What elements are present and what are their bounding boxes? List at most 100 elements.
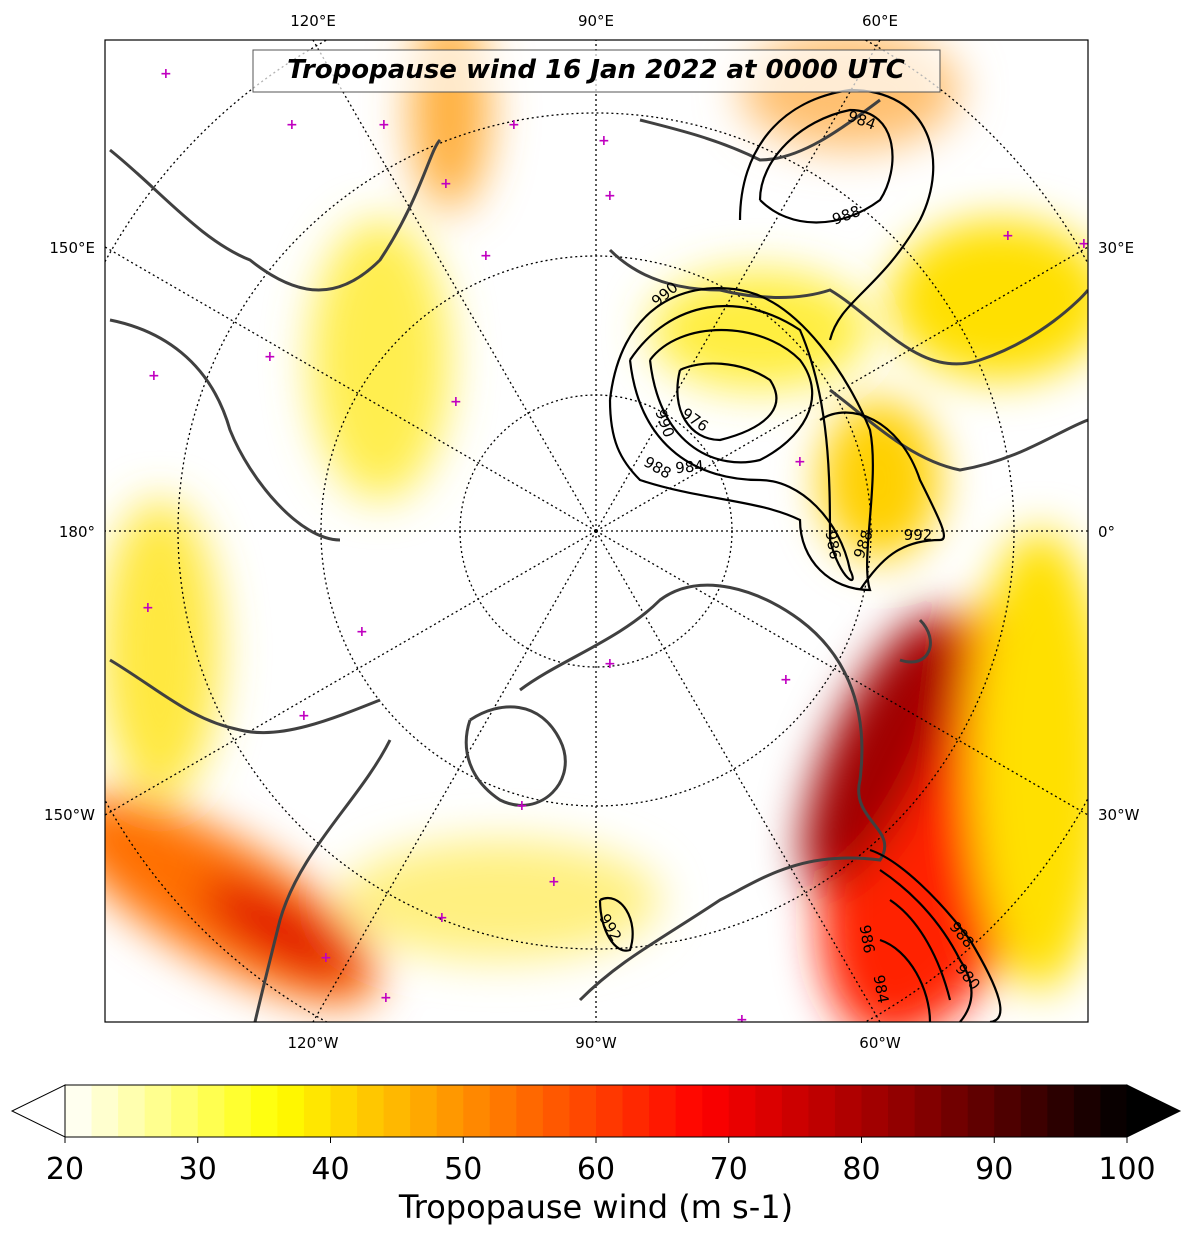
colorbar-tick-label: 20	[46, 1152, 84, 1187]
svg-text:+: +	[320, 950, 332, 966]
map: ++ + ++ +++ ++ +++++ +++++ +++++ 984 988 99…	[105, 40, 1090, 1028]
colorbar-segment	[702, 1085, 730, 1137]
lon-label: 0°	[1098, 523, 1115, 541]
lon-label: 90°W	[575, 1034, 617, 1052]
colorbar-segment	[91, 1085, 119, 1137]
colorbar-segment	[277, 1085, 305, 1137]
colorbar-segment	[489, 1085, 517, 1137]
contour-label: 986	[822, 529, 845, 560]
svg-text:+: +	[598, 133, 610, 149]
lon-label: 30°E	[1098, 239, 1134, 257]
svg-text:+: +	[380, 990, 392, 1006]
svg-text:+: +	[286, 117, 298, 133]
lon-label: 150°W	[44, 806, 95, 824]
svg-text:+: +	[356, 624, 368, 640]
colorbar-segment	[357, 1085, 385, 1137]
colorbar-tick-label: 50	[444, 1152, 482, 1187]
svg-text:+: +	[450, 394, 462, 410]
svg-text:+: +	[148, 368, 160, 384]
contour-label: 984	[675, 457, 705, 477]
colorbar-tick-label: 40	[311, 1152, 349, 1187]
colorbar-tick-label: 100	[1098, 1152, 1155, 1187]
colorbar-segment	[808, 1085, 836, 1137]
svg-text:+: +	[780, 672, 792, 688]
lon-label: 180°	[59, 523, 95, 541]
svg-text:+: +	[440, 176, 452, 192]
svg-text:+: +	[298, 708, 310, 724]
contour-label: 986	[856, 923, 879, 954]
colorbar-extend-min	[10, 1084, 66, 1138]
lon-label: 120°W	[288, 1034, 339, 1052]
colorbar-segment	[888, 1085, 916, 1137]
lon-label: 150°E	[49, 239, 95, 257]
colorbar-segment	[1073, 1085, 1102, 1137]
colorbar-segment	[622, 1085, 650, 1137]
lon-label: 90°E	[578, 12, 614, 30]
colorbar-extend-max	[1126, 1084, 1182, 1138]
colorbar-segment	[171, 1085, 199, 1137]
colorbar-segment	[569, 1085, 597, 1137]
colorbar-segment	[967, 1085, 995, 1137]
colorbar-segment	[250, 1085, 278, 1137]
colorbar-segment	[675, 1085, 703, 1137]
pressure-contours	[598, 88, 1002, 1022]
svg-text:+: +	[604, 656, 616, 672]
lon-label: 30°W	[1098, 806, 1140, 824]
colorbar-segment	[410, 1085, 438, 1137]
svg-text:+: +	[736, 1012, 748, 1028]
colorbar-segment	[994, 1085, 1022, 1137]
coastlines	[109, 98, 1088, 1022]
colorbar-tick-label: 70	[710, 1152, 748, 1187]
colorbar-segment	[118, 1085, 146, 1137]
svg-text:+: +	[1002, 228, 1014, 244]
colorbar-segment	[914, 1085, 942, 1137]
colorbar-segment	[463, 1085, 491, 1137]
svg-text:+: +	[508, 117, 520, 133]
colorbar: 20 30 40 50 60 70 80 90 100	[10, 1084, 1182, 1187]
colorbar-segment	[330, 1085, 358, 1137]
colorbar-segment	[728, 1085, 756, 1137]
colorbar-segment	[383, 1085, 411, 1137]
colorbar-tick-label: 60	[577, 1152, 615, 1187]
colorbar-label: Tropopause wind (m s-1)	[398, 1188, 793, 1226]
colorbar-segment	[224, 1085, 252, 1137]
colorbar-segment	[144, 1085, 172, 1137]
graticule	[105, 40, 1088, 1022]
svg-text:+: +	[548, 874, 560, 890]
colorbar-segment	[516, 1085, 544, 1137]
colorbar-segment	[542, 1085, 571, 1137]
svg-text:+: +	[516, 798, 528, 814]
svg-text:+: +	[142, 600, 154, 616]
contour-label: 992	[904, 526, 933, 544]
colorbar-segment	[197, 1085, 225, 1137]
svg-text:+: +	[436, 910, 448, 926]
colorbar-segment	[755, 1085, 783, 1137]
colorbar-segment	[649, 1085, 677, 1137]
lon-label: 120°E	[290, 12, 336, 30]
svg-text:+: +	[160, 66, 172, 82]
colorbar-segment	[596, 1085, 624, 1137]
colorbar-tick-label: 80	[842, 1152, 880, 1187]
colorbar-tick-label: 90	[975, 1152, 1013, 1187]
colorbar-segment	[1100, 1085, 1128, 1137]
station-markers: + + + + + + + + + + + + + + + + + + + + + + + + +	[142, 66, 1090, 1028]
colorbar-segment	[65, 1085, 93, 1137]
colorbar-tick-label: 30	[179, 1152, 217, 1187]
map-title: Tropopause wind 16 Jan 2022 at 0000 UTC	[287, 55, 905, 85]
colorbar-segment	[303, 1085, 332, 1137]
colorbar-segment	[834, 1085, 863, 1137]
longitude-labels: 120°E 90°E 60°E 150°E 180° 150°W 30°E 0°…	[44, 12, 1140, 1052]
colorbar-segment	[1047, 1085, 1075, 1137]
svg-text:+: +	[1078, 236, 1090, 252]
title-box	[252, 49, 941, 93]
lon-label: 60°W	[859, 1034, 901, 1052]
map-frame	[104, 39, 1089, 1023]
colorbar-segment	[436, 1085, 464, 1137]
colorbar-segment	[781, 1085, 809, 1137]
svg-text:+: +	[794, 454, 806, 470]
colorbar-segment	[941, 1085, 969, 1137]
colorbar-segment	[861, 1085, 889, 1137]
svg-text:+: +	[480, 248, 492, 264]
lon-label: 60°E	[862, 12, 898, 30]
